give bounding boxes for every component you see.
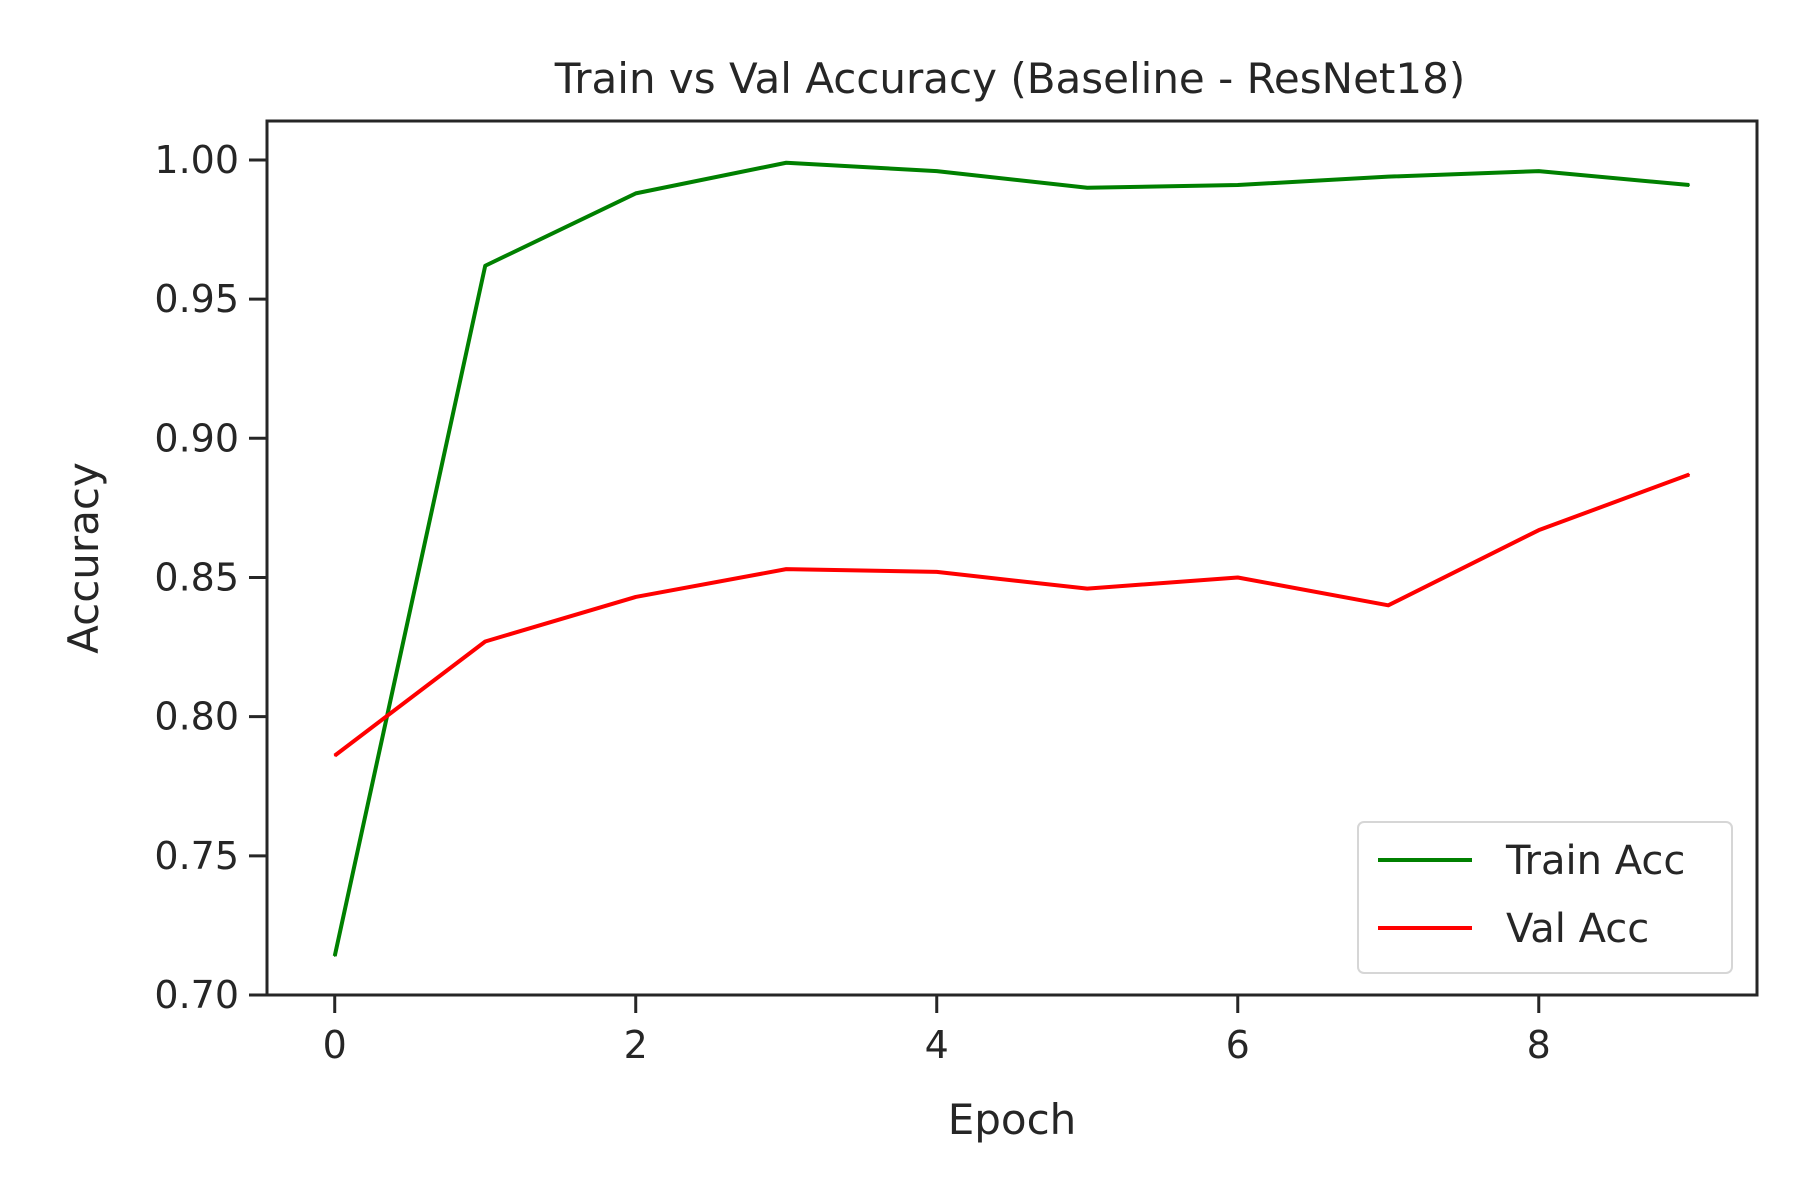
- legend-label-train-acc: Train Acc: [1505, 838, 1685, 884]
- x-tick-label: 8: [1527, 1023, 1551, 1067]
- y-tick-label: 1.00: [154, 138, 239, 182]
- data-point-val-acc: [785, 568, 788, 570]
- legend-label-val-acc: Val Acc: [1506, 906, 1649, 952]
- data-point-val-acc: [1236, 576, 1239, 579]
- series-line-train-acc: [332, 160, 1690, 957]
- y-tick-label: 0.80: [154, 695, 239, 739]
- data-point-val-acc: [1086, 587, 1089, 590]
- series-line-val-acc: [333, 472, 1690, 758]
- legend: Train Acc Val Acc: [1357, 821, 1733, 974]
- y-tick-label: 0.75: [154, 834, 239, 878]
- data-point-train-acc: [484, 264, 487, 267]
- data-point-train-acc: [1387, 175, 1390, 178]
- data-point-val-acc: [484, 640, 487, 643]
- y-tick-label: 0.95: [154, 277, 239, 321]
- data-point-val-acc: [1537, 529, 1540, 531]
- x-tick-label: 4: [925, 1023, 949, 1067]
- y-tick-label: 0.70: [154, 973, 239, 1017]
- data-point-train-acc: [785, 161, 788, 164]
- y-axis-label: Accuracy: [59, 462, 108, 654]
- data-point-train-acc: [634, 192, 637, 195]
- y-tick-label: 0.90: [154, 416, 239, 460]
- data-point-val-acc: [1688, 473, 1691, 476]
- data-point-train-acc: [935, 170, 938, 172]
- plot-frame: [265, 119, 1759, 997]
- x-tick-label: 6: [1226, 1023, 1250, 1067]
- x-axis-label: Epoch: [948, 1095, 1077, 1144]
- data-point-val-acc: [935, 571, 938, 573]
- data-point-val-acc: [1387, 604, 1390, 607]
- x-tick-label: 2: [624, 1023, 648, 1067]
- x-axis-ticks: 0 2 4 6 8: [323, 995, 1551, 1067]
- data-point-val-acc: [333, 754, 336, 757]
- data-point-train-acc: [1537, 170, 1540, 172]
- chart-title: Train vs Val Accuracy (Baseline - ResNet…: [554, 54, 1465, 103]
- data-point-train-acc: [1688, 184, 1691, 186]
- series-layer: [332, 160, 1691, 957]
- data-point-val-acc: [634, 596, 637, 598]
- data-point-train-acc: [1236, 184, 1239, 186]
- y-tick-label: 0.85: [154, 555, 239, 599]
- data-point-train-acc: [1086, 187, 1089, 189]
- x-tick-label: 0: [323, 1023, 347, 1067]
- data-point-train-acc: [333, 955, 336, 957]
- y-axis-ticks: 0.70 0.75 0.80 0.85 0.90 0.95 1.00: [154, 138, 267, 1017]
